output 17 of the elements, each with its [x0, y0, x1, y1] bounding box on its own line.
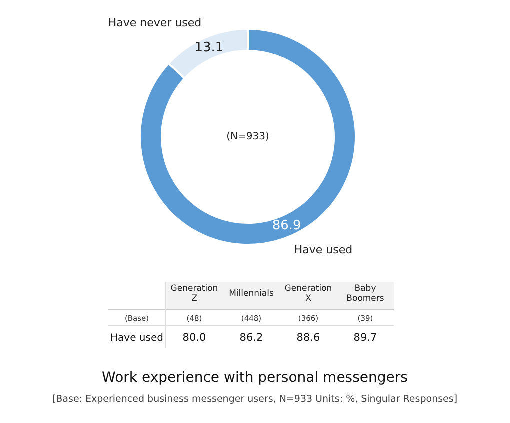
data-label: 13.1: [194, 40, 224, 56]
data-label: 86.2: [240, 332, 264, 344]
category-label: Generation Z: [170, 284, 218, 304]
category-label: Generation X: [284, 284, 332, 304]
data-label: 86.9: [272, 218, 302, 234]
category-label: Millennials: [229, 289, 274, 299]
text: Have used: [110, 333, 164, 344]
donut-slice: [139, 28, 357, 246]
data-label: 88.6: [296, 332, 321, 344]
slice-label: Have used: [294, 243, 353, 256]
text: Work experience with personal messengers: [102, 370, 408, 386]
slice-label: Have never used: [108, 16, 202, 30]
data-label: 89.7: [354, 332, 378, 344]
category-label: Baby Boomers: [346, 284, 385, 304]
text: [Base: Experienced business messenger users, N=933 Units: %, Singular Responses]: [52, 394, 458, 405]
text: (N=933): [226, 132, 270, 143]
data-label: 80.0: [182, 332, 206, 344]
